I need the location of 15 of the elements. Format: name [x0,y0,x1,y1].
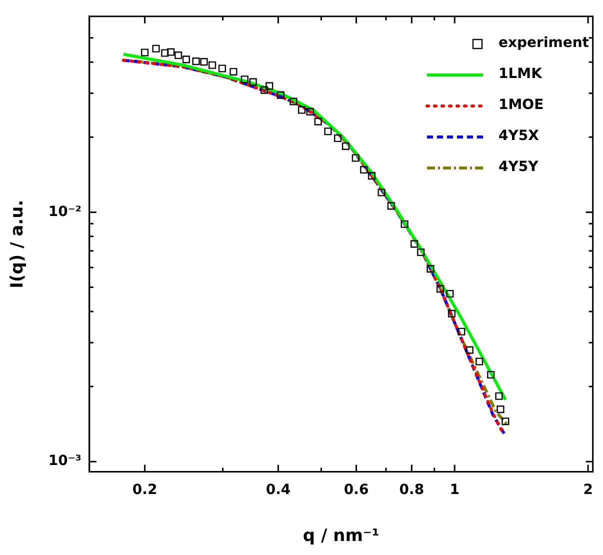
x-tick-label: 1 [450,482,460,498]
legend-label: experiment [498,34,589,53]
y-tick-label: 10⁻² [48,204,82,220]
x-tick-label: 0.4 [266,482,291,498]
legend-label: 4Y5X [498,127,539,146]
legend-label: 1MOE [498,96,544,115]
legend-label: 4Y5Y [498,158,538,177]
x-tick-label: 0.6 [344,482,369,498]
x-tick-label: 0.8 [399,482,424,498]
y-tick-label: 10⁻³ [48,453,82,470]
x-tick-label: 0.2 [132,482,158,498]
legend-label: 1LMK [498,65,542,84]
x-axis-title: q / nm⁻¹ [302,526,380,546]
x-tick-label: 2 [583,482,593,498]
y-axis-title: I(q) / a.u. [8,200,28,288]
